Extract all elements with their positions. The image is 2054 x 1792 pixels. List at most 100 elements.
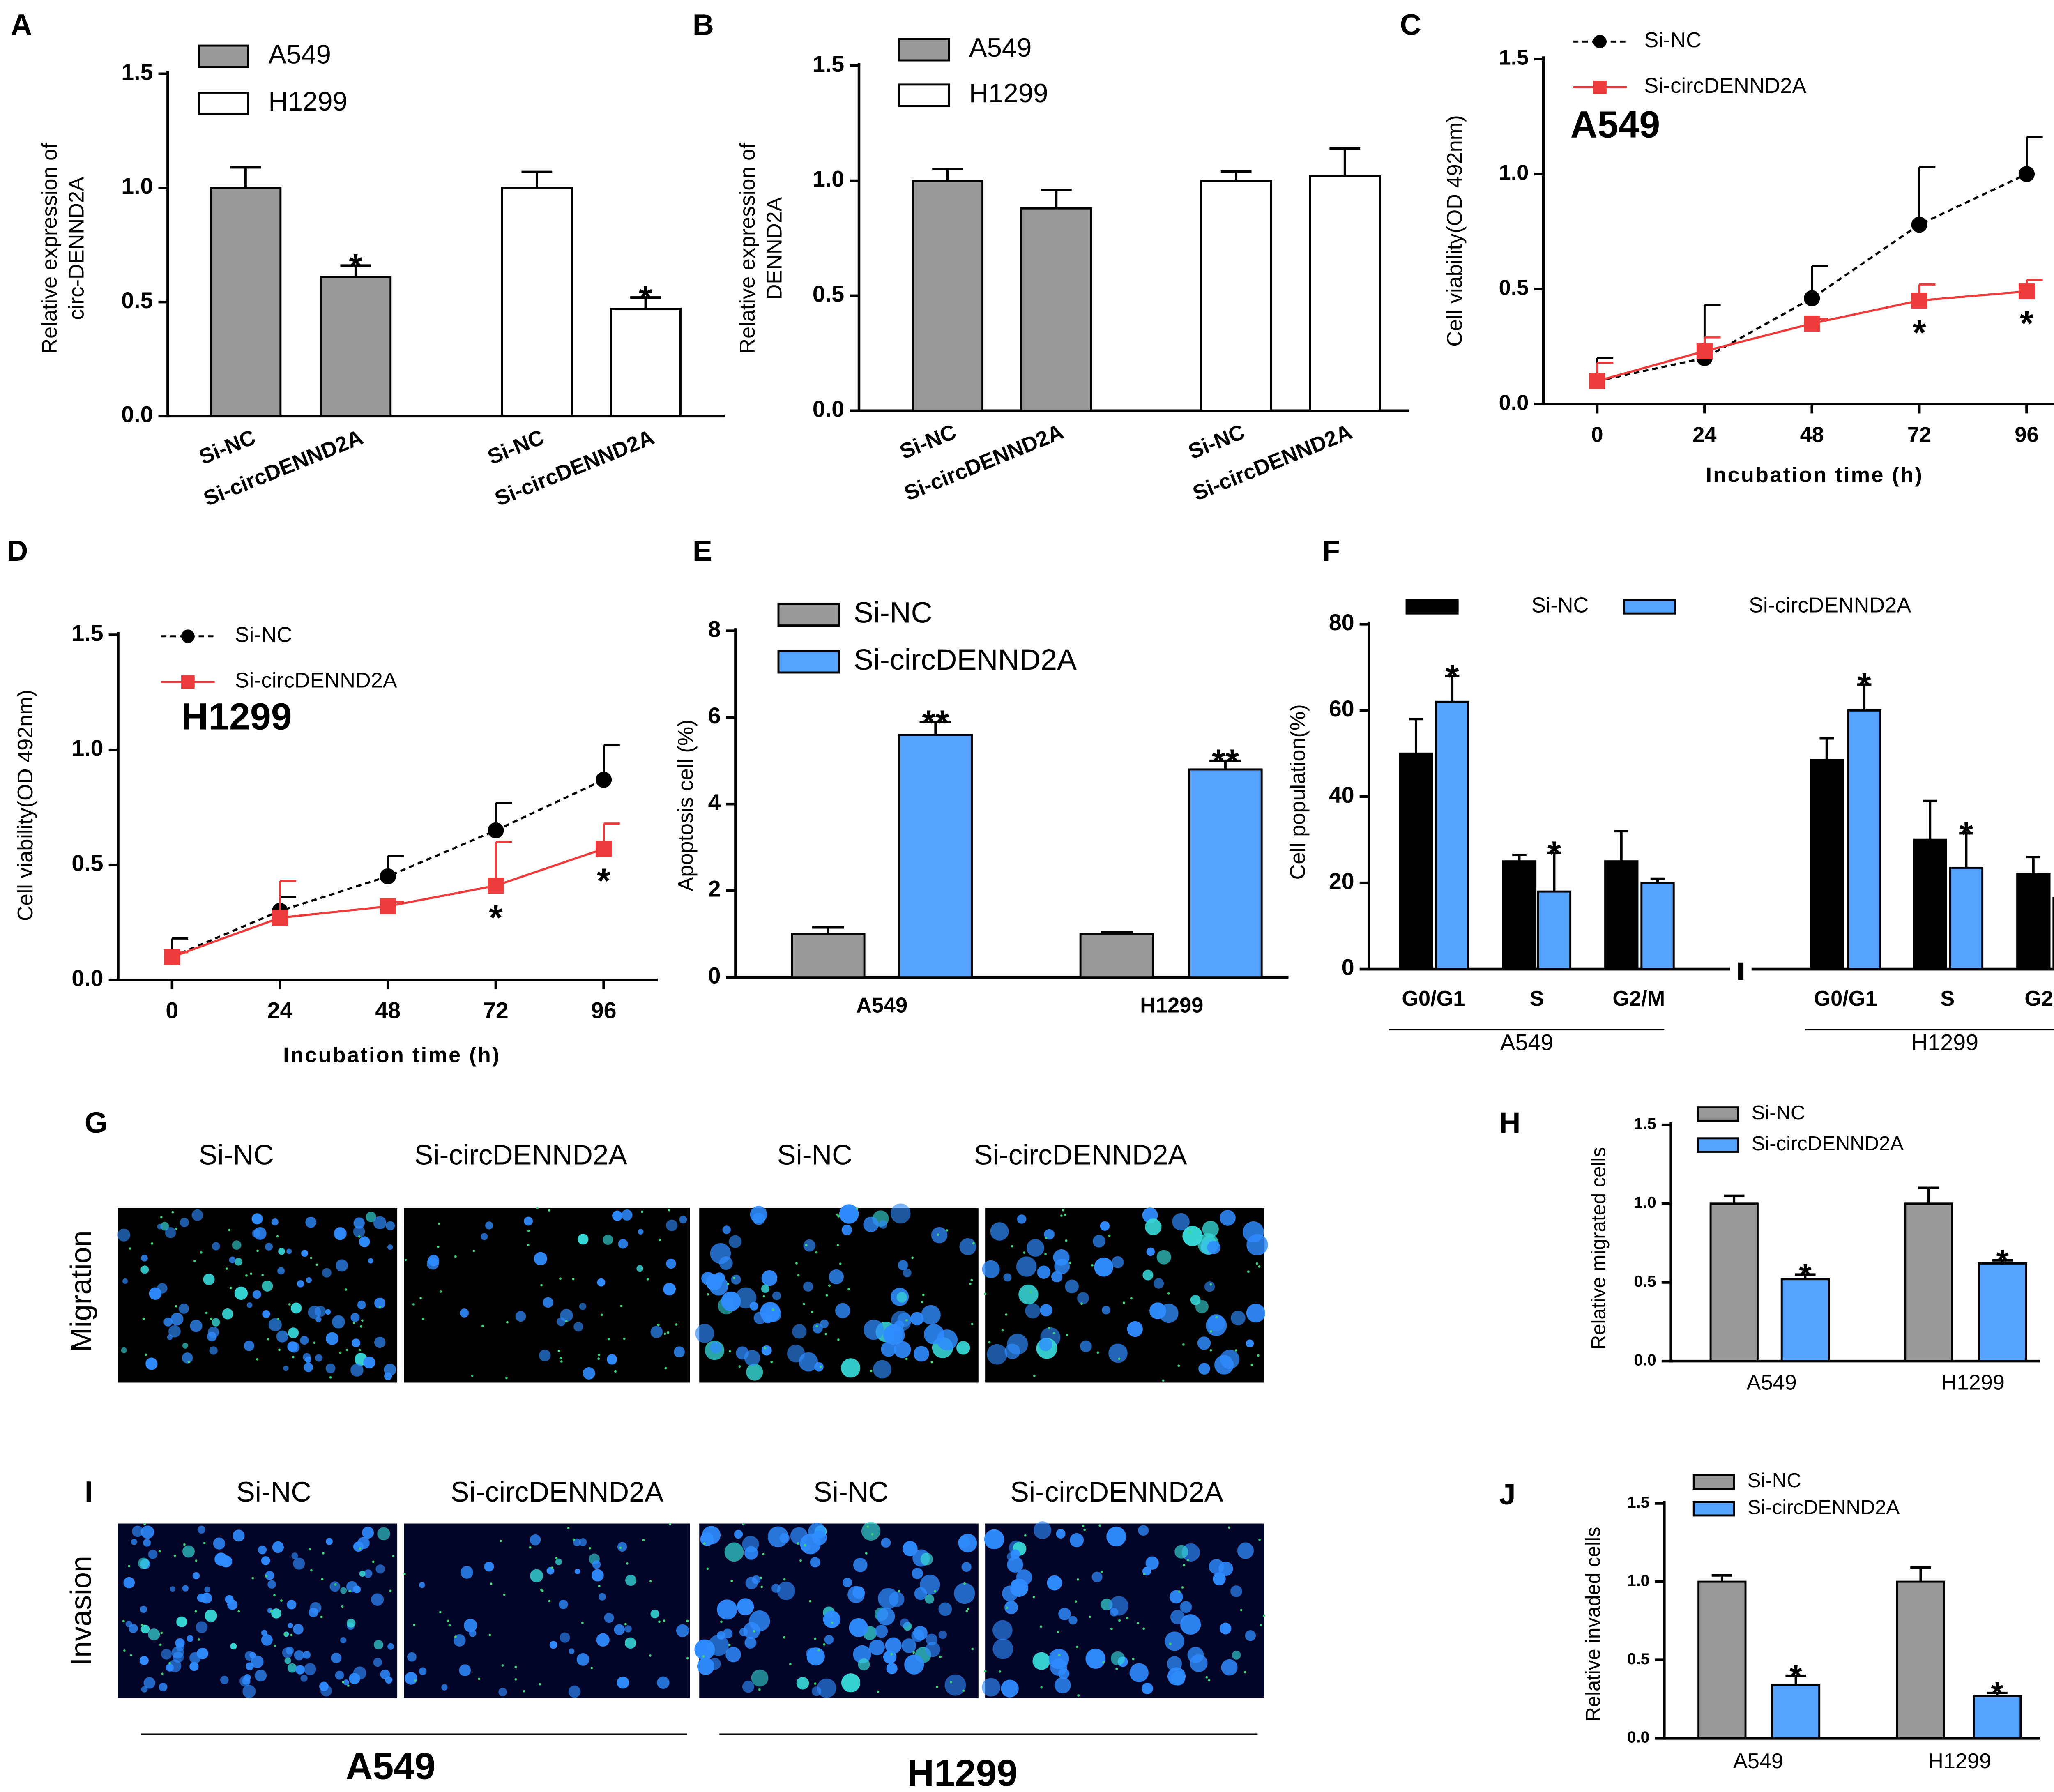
cell: [168, 1325, 181, 1338]
speck: [658, 1239, 661, 1242]
speck: [145, 1353, 147, 1356]
cell: [534, 1252, 547, 1266]
error-bar: [1910, 1566, 1931, 1582]
cell: [914, 1587, 927, 1600]
x-tick-label: G0/G1: [1402, 987, 1465, 1011]
cell: [132, 1525, 143, 1537]
cell: [265, 1243, 273, 1251]
cell: [373, 1216, 387, 1230]
cell: [568, 1685, 581, 1698]
point: [488, 822, 504, 838]
cell: [1047, 1575, 1062, 1591]
speck: [702, 1655, 705, 1658]
speck: [1005, 1606, 1008, 1609]
cell: [1010, 1549, 1020, 1559]
cell: [1080, 1340, 1092, 1352]
speck: [559, 1277, 562, 1280]
cell: [1145, 1556, 1159, 1570]
cell: [841, 1673, 861, 1693]
cell: [1025, 1303, 1041, 1319]
bar: [1972, 1695, 2022, 1739]
error-bar: [932, 168, 963, 181]
x-tick-label: S: [1530, 987, 1544, 1011]
speck: [988, 1341, 991, 1344]
speck: [261, 1274, 264, 1276]
cell: [803, 1281, 813, 1292]
cell: [558, 1599, 568, 1609]
y-tick-label: 0.5: [1634, 1273, 1656, 1290]
speck: [1250, 1364, 1253, 1366]
speck: [728, 1350, 731, 1353]
speck: [256, 1249, 259, 1252]
cell: [1187, 1647, 1204, 1663]
speck: [251, 1577, 254, 1580]
speck: [824, 1333, 827, 1335]
cell: [362, 1527, 374, 1539]
point: [1804, 315, 1820, 332]
speck: [506, 1321, 509, 1324]
speck: [278, 1348, 281, 1351]
speck: [728, 1643, 731, 1646]
speck: [514, 1665, 517, 1668]
cell: [739, 1628, 748, 1637]
cell: [944, 1674, 966, 1696]
cell: [225, 1595, 234, 1604]
cell: [232, 1240, 242, 1250]
speck: [600, 1313, 603, 1316]
speck: [1089, 1615, 1091, 1618]
cell: [1146, 1247, 1155, 1256]
cell: [579, 1538, 587, 1546]
cell: [242, 1677, 250, 1685]
speck: [1024, 1534, 1027, 1537]
cell: [178, 1303, 189, 1314]
y-tick-label: 80: [1329, 610, 1354, 635]
cell: [1174, 1545, 1188, 1559]
cell: [539, 1350, 551, 1361]
micrograph: [982, 1521, 1265, 1698]
y-tick-label: 0.5: [813, 281, 844, 307]
speck: [292, 1356, 295, 1359]
cell: [141, 1525, 154, 1539]
x-tick-label: 96: [591, 997, 617, 1023]
cell: [1094, 1258, 1113, 1277]
speck: [847, 1288, 850, 1290]
cell: [576, 1653, 589, 1666]
cell: [578, 1234, 589, 1245]
cell: [1001, 1679, 1019, 1698]
cell: [377, 1527, 390, 1541]
legend-label: Si-NC: [1748, 1470, 1801, 1492]
speck: [1110, 1627, 1113, 1630]
cell: [353, 1585, 361, 1594]
cell: [777, 1582, 796, 1600]
y-tick-label: 0.0: [121, 402, 153, 427]
speck: [817, 1649, 820, 1652]
error-bar: [1041, 189, 1072, 209]
cell: [294, 1650, 304, 1661]
x-tick-label: 48: [1800, 423, 1824, 447]
speck: [1209, 1330, 1212, 1333]
cell: [1220, 1209, 1236, 1226]
cell: [131, 1539, 137, 1545]
speck: [1137, 1622, 1140, 1624]
cell: [1243, 1221, 1264, 1243]
cell: [295, 1665, 305, 1675]
cell: [604, 1612, 614, 1623]
speck: [814, 1637, 817, 1640]
speck: [762, 1295, 765, 1298]
cell: [139, 1656, 149, 1665]
point: [1696, 343, 1713, 359]
speck: [753, 1630, 755, 1633]
speck: [663, 1619, 665, 1622]
speck: [970, 1278, 973, 1281]
cell: [982, 1260, 1000, 1278]
cell: [180, 1218, 189, 1227]
speck: [962, 1689, 965, 1692]
cell: [710, 1243, 731, 1264]
cell: [910, 1312, 924, 1326]
y-tick-label: 1.0: [1627, 1572, 1649, 1589]
bar: [1847, 709, 1881, 970]
speck: [828, 1284, 831, 1287]
speck: [1257, 1354, 1260, 1357]
cell: [242, 1685, 256, 1698]
cell: [663, 1283, 676, 1296]
